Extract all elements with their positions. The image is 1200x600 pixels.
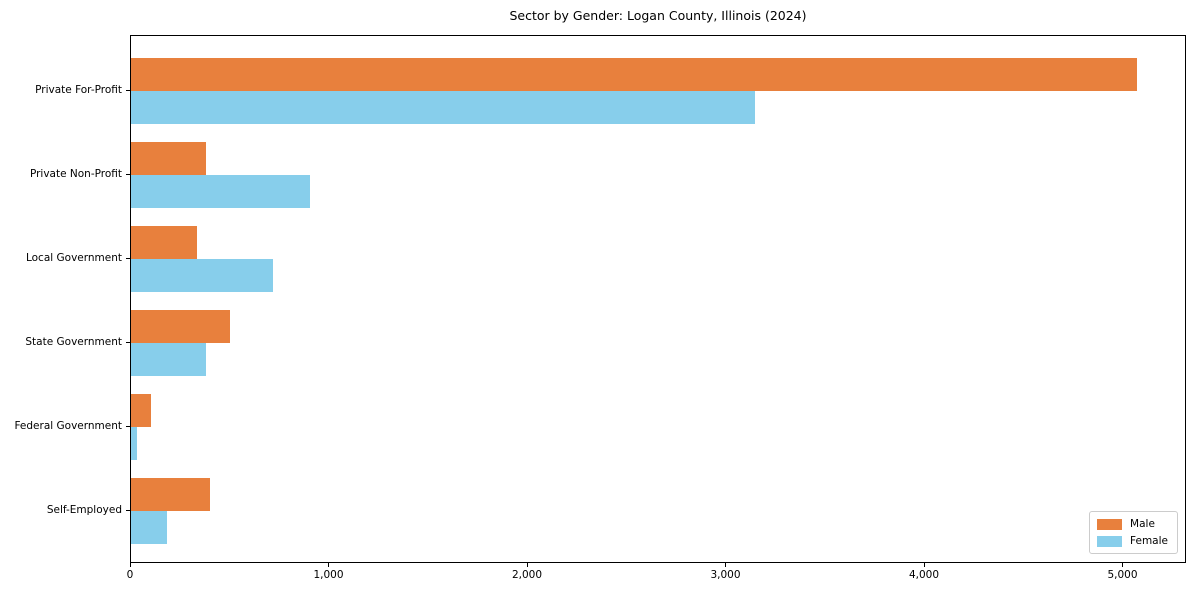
y-tick-mark [126, 173, 130, 175]
y-axis-label: Private Non-Profit [29, 167, 122, 180]
legend-swatch-female [1097, 535, 1123, 547]
bar-female-2 [131, 258, 273, 292]
x-tick-mark [1122, 563, 1124, 567]
x-tick-mark [526, 563, 528, 567]
y-axis-label: Private For-Profit [35, 83, 122, 96]
bar-female-4 [131, 426, 137, 460]
y-tick-mark [126, 341, 130, 343]
y-tick-mark [126, 89, 130, 91]
y-axis-label: State Government [25, 335, 122, 348]
bar-male-1 [131, 141, 207, 175]
bar-male-3 [131, 309, 231, 343]
y-tick-mark [126, 257, 130, 259]
bar-female-0 [131, 90, 756, 124]
x-tick-mark [328, 563, 330, 567]
bar-male-5 [131, 477, 211, 511]
x-tick-mark [923, 563, 925, 567]
bar-female-5 [131, 510, 167, 544]
x-tick-label: 3,000 [710, 569, 741, 581]
bar-male-2 [131, 225, 198, 259]
bar-male-0 [131, 57, 1138, 91]
x-tick-label: 5,000 [1107, 569, 1138, 581]
x-tick-mark [725, 563, 727, 567]
bar-female-3 [131, 342, 207, 376]
y-axis-label: Local Government [25, 251, 122, 264]
legend: Male Female [1089, 511, 1178, 554]
bar-male-4 [131, 393, 151, 427]
y-tick-mark [126, 509, 130, 511]
x-tick-label: 0 [126, 569, 134, 581]
x-tick-mark [130, 563, 131, 567]
x-tick-label: 1,000 [313, 569, 344, 581]
y-axis-label: Federal Government [14, 419, 122, 432]
legend-label: Female [1130, 535, 1168, 547]
chart-title: Sector by Gender: Logan County, Illinois… [509, 8, 807, 23]
legend-entry-female: Female [1097, 535, 1168, 547]
x-tick-label: 2,000 [511, 569, 543, 581]
y-tick-mark [126, 425, 130, 427]
y-axis-label: Self-Employed [46, 503, 122, 516]
plot-area: Male Female [130, 35, 1186, 563]
legend-swatch-male [1097, 518, 1123, 530]
legend-label: Male [1130, 518, 1155, 530]
x-tick-label: 4,000 [908, 569, 940, 581]
bar-female-1 [131, 174, 310, 208]
legend-entry-male: Male [1097, 518, 1168, 530]
